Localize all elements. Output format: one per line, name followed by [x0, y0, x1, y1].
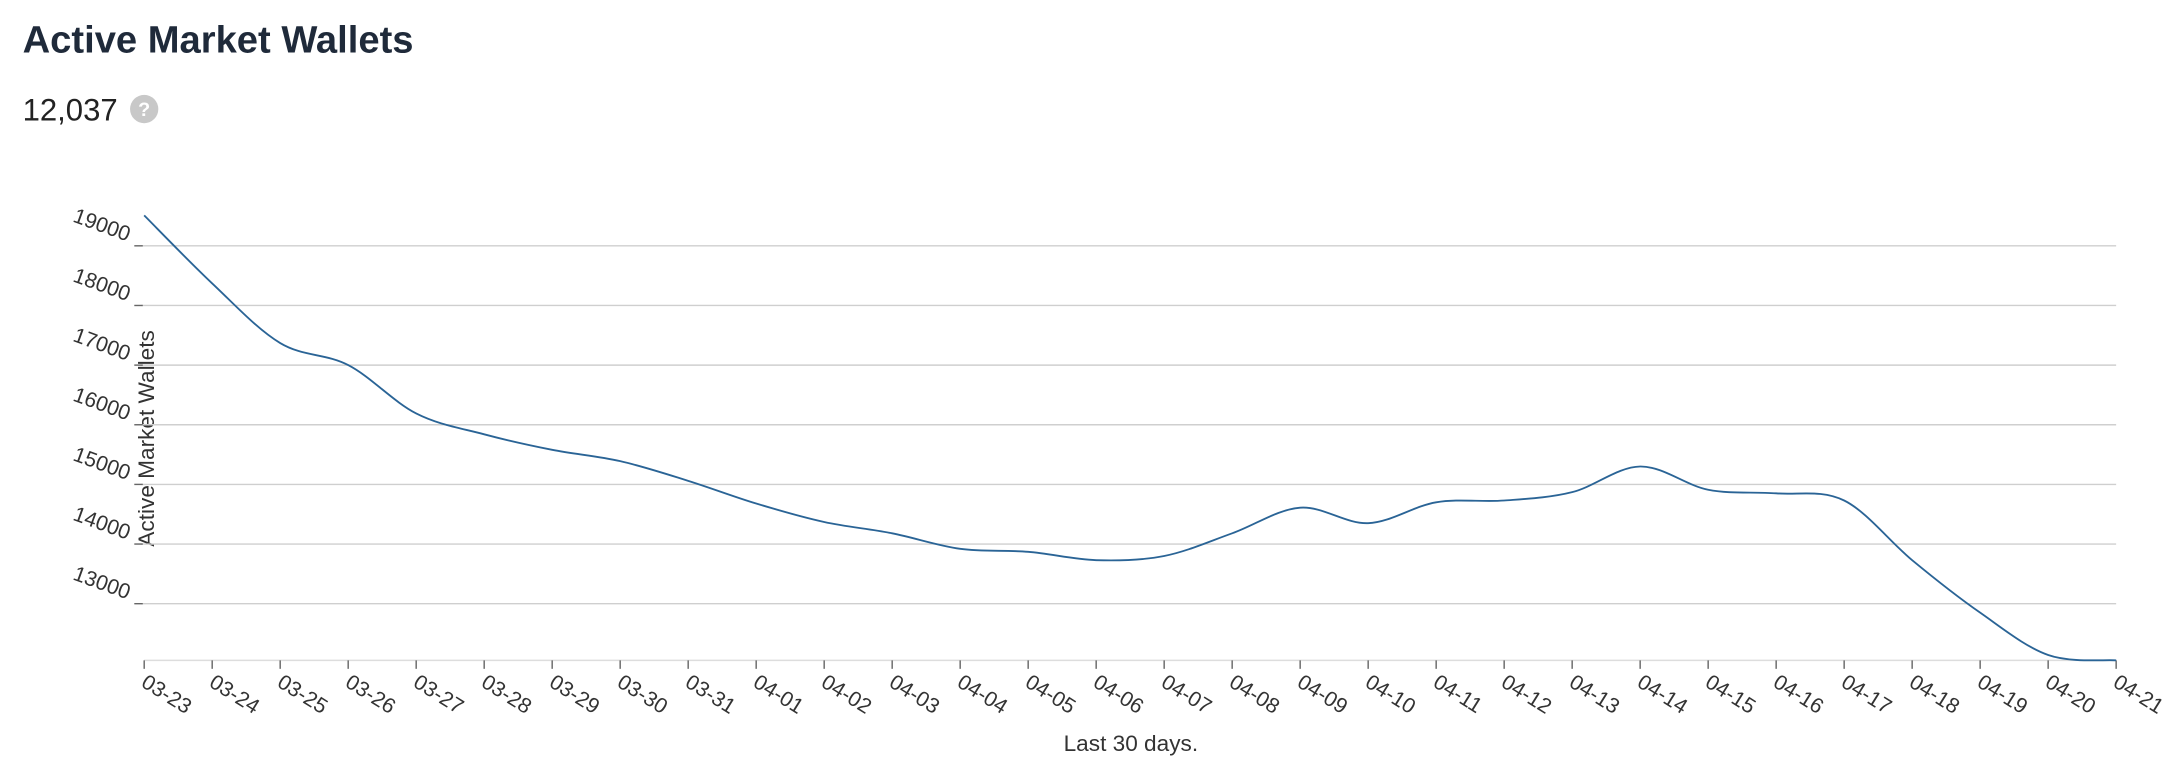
x-tick-label: 03-26 — [341, 671, 399, 719]
x-tick-label: 04-19 — [1973, 671, 2031, 719]
x-tick-label: 04-01 — [749, 671, 807, 719]
line-series — [143, 214, 2117, 662]
x-tick-label: 03-24 — [205, 671, 263, 719]
y-tick-label: 17000 — [70, 324, 133, 366]
x-tick-label: 04-03 — [885, 671, 943, 719]
y-tick-label: 13000 — [70, 562, 133, 604]
y-tick-label: 18000 — [70, 264, 133, 306]
title: Active Market Wallets — [23, 19, 414, 62]
y-tick-label: 19000 — [70, 205, 133, 247]
x-tick-label: 03-27 — [409, 671, 467, 719]
x-axis-label: Last 30 days. — [1064, 731, 1198, 756]
x-tick-label: 03-31 — [681, 671, 739, 719]
x-tick-label: 04-15 — [1701, 671, 1759, 719]
x-tick-label: 04-07 — [1157, 671, 1215, 719]
x-tick-label: 04-13 — [1565, 671, 1623, 719]
x-tick-label: 04-17 — [1837, 671, 1895, 719]
help-icon[interactable]: ? — [130, 94, 159, 124]
x-tick-label: 04-18 — [1905, 671, 1963, 719]
y-tick-label: 14000 — [70, 503, 133, 545]
x-tick-label: 03-23 — [137, 671, 195, 719]
x-tick-label: 04-14 — [1633, 671, 1691, 719]
x-tick-label: 04-09 — [1293, 671, 1351, 719]
x-tick-label: 03-29 — [545, 671, 603, 719]
x-tick-label: 03-30 — [613, 671, 671, 719]
svg-text:?: ? — [138, 99, 150, 121]
x-tick-label: 04-08 — [1225, 671, 1283, 719]
headline-value: 12,037 — [23, 92, 118, 127]
x-tick-label: 04-16 — [1769, 671, 1827, 719]
y-axis-label: Active Market Wallets — [134, 330, 159, 547]
x-tick-label: 03-28 — [477, 671, 535, 719]
y-tick-label: 16000 — [70, 383, 133, 425]
x-tick-label: 04-11 — [1429, 671, 1486, 718]
x-tick-label: 04-06 — [1089, 671, 1147, 719]
x-tick-label: 04-02 — [817, 671, 875, 719]
x-tick-label: 04-04 — [953, 671, 1011, 719]
x-tick-label: 04-20 — [2041, 671, 2099, 719]
x-tick-label: 04-05 — [1021, 671, 1079, 719]
x-tick-label: 04-10 — [1361, 671, 1419, 719]
x-tick-label: 03-25 — [273, 671, 331, 719]
x-tick-label: 04-12 — [1497, 671, 1555, 719]
x-tick-label: 04-21 — [2109, 671, 2167, 719]
y-tick-label: 15000 — [70, 443, 133, 485]
